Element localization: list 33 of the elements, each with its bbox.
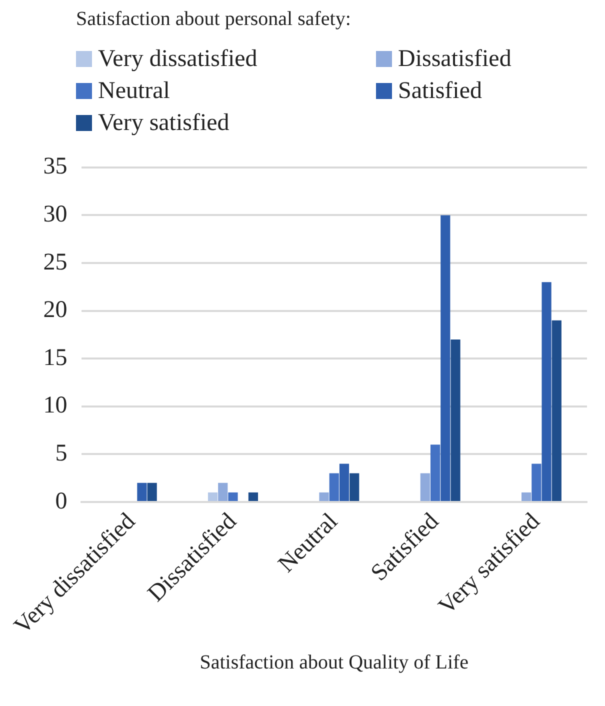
legend-label: Neutral [98, 77, 170, 106]
bar [339, 464, 350, 501]
bar [430, 444, 440, 501]
legend-label: Dissatisfied [398, 45, 512, 74]
bar [137, 482, 147, 501]
y-tick-label: 0 [55, 488, 68, 514]
bar [522, 492, 532, 501]
bar [450, 339, 460, 501]
bar [350, 473, 360, 501]
bar [228, 492, 238, 501]
bar [329, 473, 339, 501]
legend-title: Satisfaction about personal safety: [76, 8, 352, 31]
y-tick-label: 25 [43, 249, 68, 276]
bar [440, 215, 450, 501]
bar [420, 473, 430, 501]
legend-label: Very satisfied [98, 109, 230, 138]
bar [147, 482, 157, 501]
legend-label: Satisfied [398, 77, 482, 106]
bar [218, 482, 228, 501]
y-tick-label: 5 [55, 440, 68, 466]
y-tick-label: 10 [43, 392, 68, 419]
bar [532, 464, 542, 501]
bar [319, 492, 329, 501]
bar [552, 320, 562, 501]
y-tick-label: 30 [43, 201, 68, 228]
legend-label: Very dissatisfied [98, 45, 258, 74]
bar [542, 282, 552, 501]
bar [248, 492, 258, 501]
y-tick-label: 35 [43, 154, 68, 180]
x-axis-title: Satisfaction about Quality of Life [200, 651, 469, 674]
bar [208, 492, 218, 501]
y-tick-label: 15 [43, 344, 68, 371]
y-tick-label: 20 [43, 297, 68, 324]
